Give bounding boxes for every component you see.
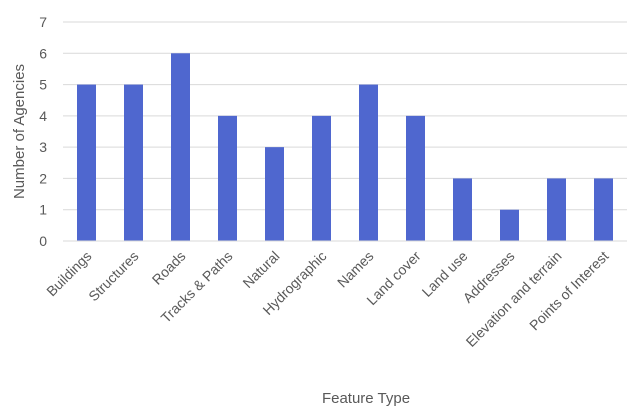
y-tick-label: 2 bbox=[39, 170, 47, 186]
bar bbox=[265, 147, 284, 241]
y-tick-label: 0 bbox=[39, 233, 47, 249]
y-axis-title: Number of Agencies bbox=[11, 64, 28, 199]
x-tick-label: Roads bbox=[149, 248, 189, 288]
bar bbox=[359, 84, 378, 241]
y-tick-label: 1 bbox=[39, 202, 47, 218]
bar bbox=[218, 115, 237, 241]
x-tick-label: Natural bbox=[239, 248, 282, 291]
bar bbox=[124, 84, 143, 241]
x-tick-label: Structures bbox=[85, 248, 141, 304]
bar bbox=[453, 178, 472, 241]
x-axis-title: Feature Type bbox=[322, 390, 410, 407]
y-axis-ticks: 0 1 2 3 4 5 6 7 bbox=[39, 14, 47, 249]
y-tick-label: 4 bbox=[39, 108, 47, 124]
y-tick-label: 5 bbox=[39, 77, 47, 93]
bar bbox=[547, 178, 566, 241]
bar bbox=[171, 53, 190, 242]
bar bbox=[406, 115, 425, 241]
bar bbox=[312, 115, 331, 241]
bar bbox=[500, 209, 519, 241]
bars bbox=[77, 53, 613, 242]
bar bbox=[594, 178, 613, 241]
bar bbox=[77, 84, 96, 241]
y-tick-label: 7 bbox=[39, 14, 47, 30]
x-tick-label: Points of Interest bbox=[526, 248, 612, 334]
y-tick-label: 3 bbox=[39, 139, 47, 155]
gridlines bbox=[63, 21, 627, 211]
y-tick-label: 6 bbox=[39, 45, 47, 61]
x-tick-label: Names bbox=[334, 248, 377, 291]
